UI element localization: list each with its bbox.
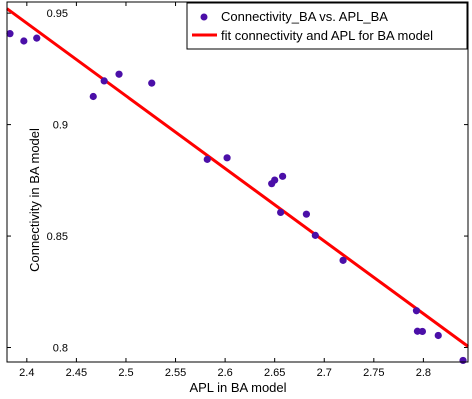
x-tick-labels: 2.4 2.45 2.5 2.55 2.6 2.65 2.7 2.75 2.8 [19, 367, 431, 379]
scatter-point [434, 331, 442, 340]
fit-line-layer [6, 7, 469, 348]
x-tick-label: 2.6 [217, 367, 232, 379]
scatter-point [459, 356, 467, 365]
scatter-point [302, 210, 311, 218]
y-tick-labels: 0.8 0.85 0.9 0.95 [47, 8, 68, 354]
x-tick-label: 2.45 [66, 367, 87, 379]
scatter-point [223, 154, 231, 162]
scatter-point [6, 30, 14, 38]
scatter-point [271, 176, 279, 184]
y-tick-label: 0.8 [53, 343, 68, 355]
legend-label-fit-line: fit connectivity and APL for BA model [221, 28, 433, 43]
x-tick-label: 2.7 [317, 367, 332, 379]
legend: Connectivity_BA vs. APL_BA fit connectiv… [186, 2, 468, 50]
legend-box [186, 2, 468, 50]
plot-frame [6, 1, 469, 363]
scatter-point [89, 92, 97, 101]
legend-scatter-marker [200, 13, 208, 21]
plot-area [7, 2, 468, 362]
y-tick-label: 0.9 [53, 120, 68, 132]
scatter-point [418, 327, 426, 336]
x-tick-label: 2.5 [118, 367, 133, 379]
y-axis-label: Connectivity in BA model [27, 128, 42, 272]
x-tick-label: 2.65 [264, 367, 285, 379]
x-tick-label: 2.4 [19, 367, 34, 379]
x-tick-label: 2.55 [165, 367, 186, 379]
x-axis-label: APL in BA model [189, 380, 286, 395]
scatter-point [279, 172, 287, 180]
scatter-point [277, 208, 285, 217]
x-tick-label: 2.75 [363, 367, 384, 379]
legend-label-scatter: Connectivity_BA vs. APL_BA [221, 9, 388, 24]
scatter-point [33, 34, 41, 42]
fit-line [6, 7, 469, 348]
scatter-point [311, 231, 319, 239]
y-tick-label: 0.95 [47, 8, 68, 20]
scatter-point [339, 256, 347, 264]
scatter-point [148, 79, 156, 87]
y-tick-label: 0.85 [47, 231, 68, 243]
scatter-point [20, 37, 28, 45]
scatter-point [412, 307, 421, 315]
scatter-point [115, 70, 123, 78]
scatter-points [6, 30, 467, 365]
x-tick-label: 2.8 [416, 367, 431, 379]
scatter-point [100, 77, 108, 85]
scatter-point [203, 155, 211, 163]
